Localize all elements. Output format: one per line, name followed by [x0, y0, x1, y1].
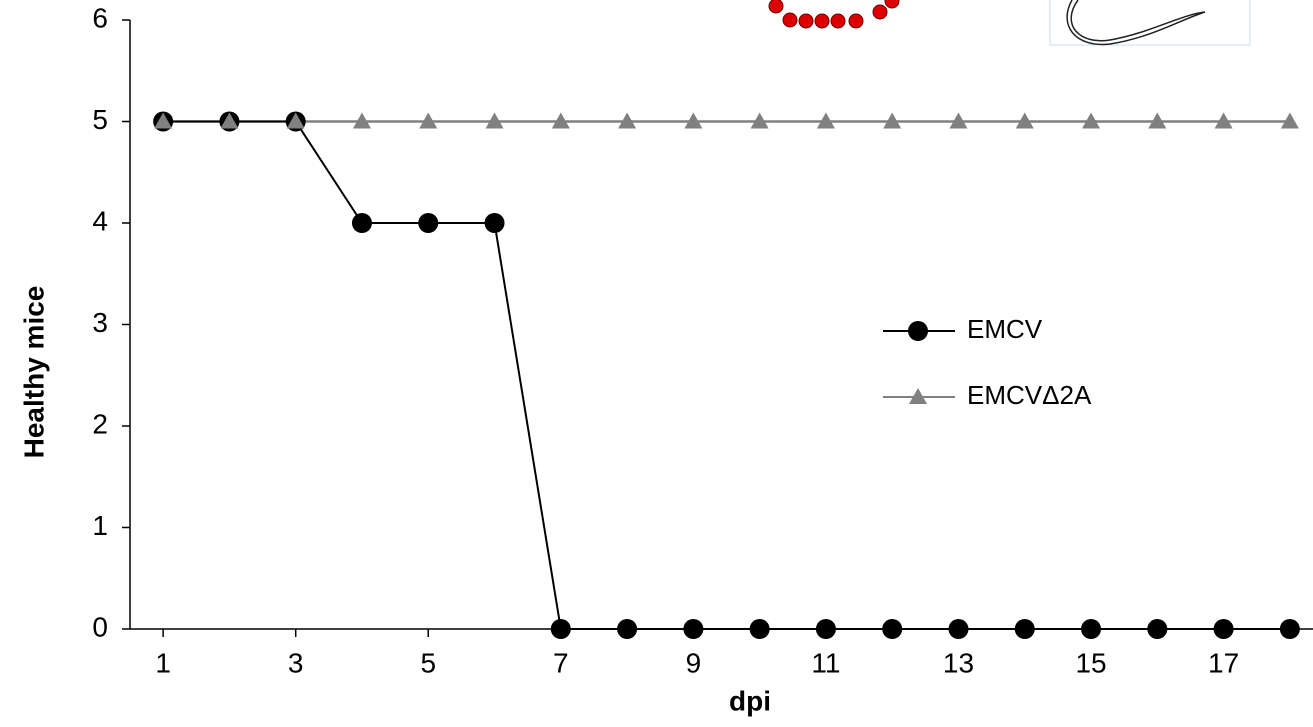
data-point [1213, 619, 1234, 639]
data-point [154, 112, 173, 129]
x-tick-label: 3 [288, 647, 304, 678]
data-point [485, 112, 504, 129]
y-axis-label: Healthy mice [18, 286, 49, 459]
legend-marker [908, 321, 928, 341]
data-point [883, 112, 902, 129]
y-tick-label: 3 [92, 307, 108, 338]
data-point [749, 619, 770, 639]
x-tick-label: 5 [420, 647, 436, 678]
data-point [551, 112, 570, 129]
data-point [418, 213, 439, 233]
y-tick-label: 2 [92, 408, 108, 439]
data-point [1280, 112, 1299, 129]
data-point [286, 112, 305, 129]
data-point [618, 112, 637, 129]
x-tick-label: 9 [686, 647, 702, 678]
data-point [882, 619, 903, 639]
legend-label: EMCV [967, 314, 1043, 344]
data-point [1279, 619, 1300, 639]
y-tick-label: 4 [92, 205, 108, 236]
data-point [948, 619, 969, 639]
data-point [550, 619, 571, 639]
x-tick-label: 17 [1208, 647, 1239, 678]
data-point [1148, 112, 1167, 129]
data-point [352, 112, 371, 129]
data-point [1015, 112, 1034, 129]
data-point [750, 112, 769, 129]
data-point [815, 619, 836, 639]
x-axis-label: dpi [729, 685, 771, 716]
x-tick-label: 15 [1075, 647, 1106, 678]
x-tick-label: 11 [811, 647, 840, 678]
legend-label: EMCVΔ2A [967, 380, 1092, 410]
data-point [816, 112, 835, 129]
data-point [1147, 619, 1168, 639]
y-tick-label: 6 [92, 2, 108, 33]
y-tick-label: 5 [92, 104, 108, 135]
decoration-icons [768, 0, 1251, 46]
legend-marker [909, 388, 927, 404]
x-tick-label: 7 [553, 647, 569, 678]
data-point [1214, 112, 1233, 129]
y-tick-label: 1 [92, 510, 108, 541]
y-tick-label: 0 [92, 611, 108, 642]
data-point [220, 112, 239, 129]
data-point [1014, 619, 1035, 639]
x-tick-label: 1 [155, 647, 171, 678]
data-point [1081, 619, 1102, 639]
x-tick-label: 13 [943, 647, 974, 678]
data-point [617, 619, 638, 639]
data-point [1082, 112, 1101, 129]
data-point [419, 112, 438, 129]
series-line [163, 120, 1290, 630]
data-point [684, 112, 703, 129]
data-point [484, 213, 505, 233]
data-point [683, 619, 704, 639]
data-point [351, 213, 372, 233]
data-point [949, 112, 968, 129]
